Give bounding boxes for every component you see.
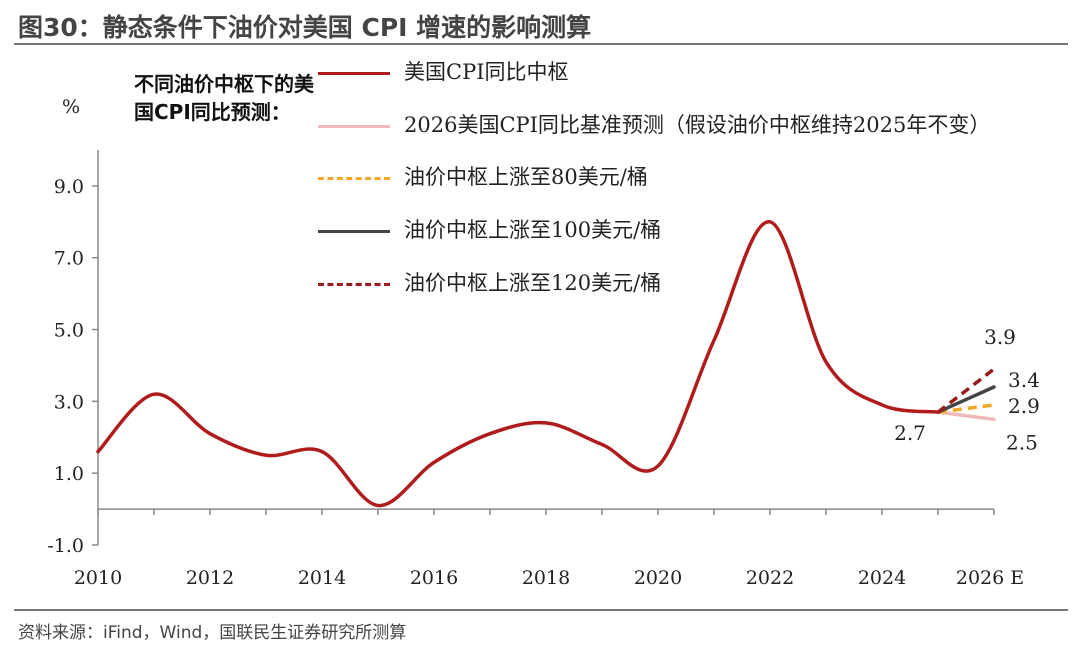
legend-swatch-oil-120	[318, 283, 390, 286]
footer-divider	[14, 609, 1068, 611]
y-tick-label: 1.0	[54, 463, 84, 485]
legend-label-oil-100: 油价中枢上涨至100美元/桶	[404, 218, 662, 242]
legend-item-baseline: 2026美国CPI同比基准预测（假设油价中枢维持2025年不变）	[318, 111, 1058, 163]
data-label: 2.5	[1006, 430, 1038, 454]
x-tick-label: 2016	[410, 567, 458, 589]
legend-item-oil-120: 油价中枢上涨至120美元/桶	[318, 269, 1058, 322]
x-tick-label: 2020	[634, 567, 682, 589]
legend-label-baseline: 2026美国CPI同比基准预测（假设油价中枢维持2025年不变）	[404, 113, 991, 137]
x-tick-label: 2014	[298, 567, 346, 589]
legend-label-oil-80: 油价中枢上涨至80美元/桶	[404, 165, 648, 189]
series-line-cpi-center	[96, 220, 940, 508]
x-tick-label: 2024	[858, 567, 906, 589]
legend-item-oil-100: 油价中枢上涨至100美元/桶	[318, 216, 1058, 269]
y-tick-label: -1.0	[47, 535, 84, 557]
legend-swatch-oil-80	[318, 177, 390, 180]
legend-swatch-oil-100	[318, 230, 390, 233]
y-tick-label: 5.0	[54, 320, 84, 342]
legend-item-oil-80: 油价中枢上涨至80美元/桶	[318, 163, 1058, 216]
figure-title: 图30：静态条件下油价对美国 CPI 增速的影响测算	[18, 13, 592, 42]
y-axis-unit: %	[62, 96, 81, 118]
x-tick-label: 2012	[186, 567, 234, 589]
chart-legend: 美国CPI同比中枢 2026美国CPI同比基准预测（假设油价中枢维持2025年不…	[318, 58, 1058, 322]
data-label: 2.7	[894, 421, 926, 445]
series-line-baseline	[936, 410, 996, 422]
legend-item-cpi-center: 美国CPI同比中枢	[318, 58, 1058, 111]
y-tick-label: 9.0	[54, 176, 84, 198]
data-label: 3.4	[1008, 368, 1040, 392]
series-line-oil-120	[936, 367, 996, 414]
x-tick-label: 2022	[746, 567, 794, 589]
data-label: 2.9	[1008, 394, 1040, 418]
legend-label-oil-120: 油价中枢上涨至120美元/桶	[404, 271, 662, 295]
legend-label-cpi-center: 美国CPI同比中枢	[404, 60, 569, 84]
title-divider	[14, 43, 1068, 45]
chart-subtitle: 不同油价中枢下的美国CPI同比预测：	[134, 72, 314, 124]
data-label: 3.9	[984, 325, 1016, 349]
x-tick-label: 2018	[522, 567, 570, 589]
x-tick-label: 2026 E	[956, 567, 1024, 589]
x-tick-label: 2010	[74, 567, 122, 589]
y-tick-label: 3.0	[54, 391, 84, 413]
legend-swatch-baseline	[318, 125, 390, 128]
y-tick-label: 7.0	[54, 248, 84, 270]
source-note: 资料来源：iFind，Wind，国联民生证券研究所测算	[18, 623, 407, 643]
legend-swatch-cpi-center	[318, 72, 390, 75]
